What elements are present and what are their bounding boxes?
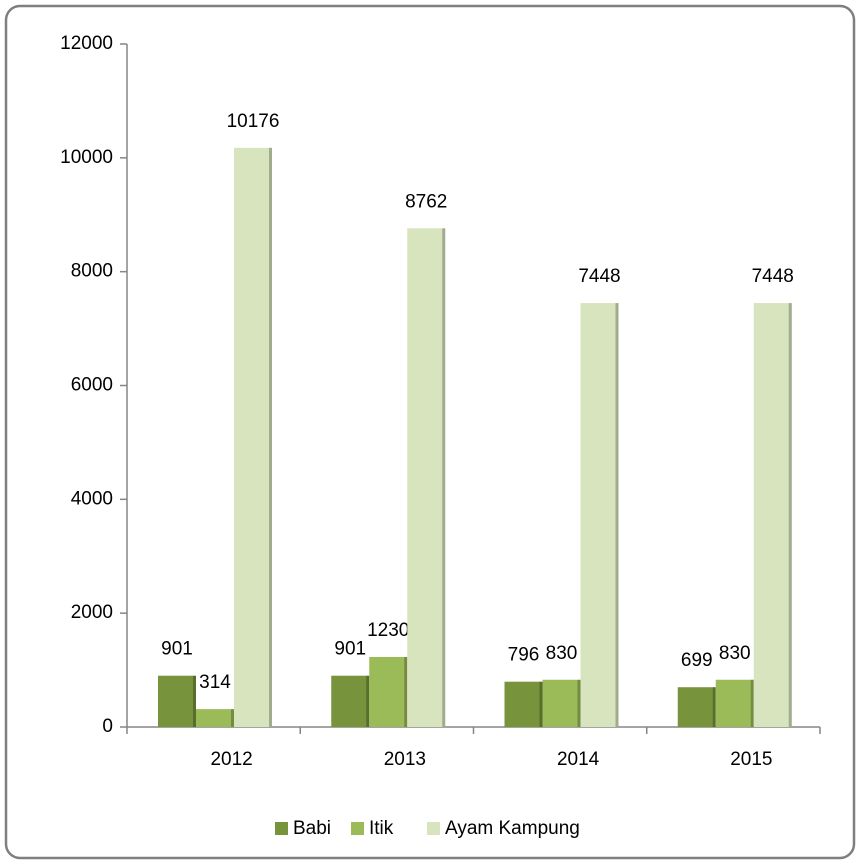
data-label: 10176 (227, 111, 280, 132)
bar-edge (577, 679, 581, 727)
data-label: 8762 (405, 191, 447, 212)
data-label: 796 (508, 645, 540, 666)
data-label: 901 (161, 639, 193, 660)
y-tick-label: 6000 (71, 375, 113, 396)
data-label: 830 (719, 643, 751, 664)
bar (580, 303, 619, 727)
bar-edge (442, 228, 446, 727)
bar-edge (366, 675, 370, 727)
bar (542, 679, 581, 727)
bar-edge (750, 679, 754, 727)
bar-edge (269, 147, 272, 728)
x-tick-label: 2014 (557, 749, 600, 770)
data-label: 699 (681, 650, 713, 671)
data-label: 7448 (578, 266, 620, 287)
bar (369, 656, 408, 727)
data-label: 901 (334, 639, 366, 660)
bar-edge (193, 675, 196, 727)
data-label: 7448 (752, 266, 794, 287)
bar (715, 679, 754, 727)
y-tick-label: 8000 (71, 261, 113, 282)
bar-edge (231, 709, 234, 727)
y-tick-label: 2000 (71, 602, 113, 623)
x-tick-label: 2012 (210, 749, 252, 770)
bar-edge (712, 687, 716, 727)
legend-swatch (427, 822, 440, 835)
bar (234, 147, 272, 728)
legend-label: Ayam Kampung (445, 818, 580, 839)
bar-edge (539, 681, 543, 727)
bar-edge (404, 656, 408, 727)
data-label: 830 (546, 643, 578, 664)
data-label: 1230 (367, 620, 409, 641)
legend-label: Itik (369, 818, 394, 839)
bar-edge (788, 303, 792, 727)
legend-swatch (351, 822, 364, 835)
legend-swatch (275, 822, 288, 835)
bar (677, 687, 716, 727)
legend-label: Babi (293, 818, 331, 839)
bar (753, 303, 792, 727)
bar (504, 681, 543, 727)
y-tick-label: 10000 (60, 147, 113, 168)
y-tick-label: 4000 (71, 488, 113, 509)
bar (196, 709, 234, 727)
x-tick-label: 2015 (730, 749, 772, 770)
bar (158, 675, 196, 727)
bar (407, 228, 446, 727)
bar (331, 675, 370, 727)
bar-edge (615, 303, 619, 727)
y-tick-label: 0 (102, 716, 113, 737)
x-tick-label: 2013 (384, 749, 426, 770)
y-tick-label: 12000 (60, 33, 113, 54)
data-label: 314 (199, 672, 231, 693)
